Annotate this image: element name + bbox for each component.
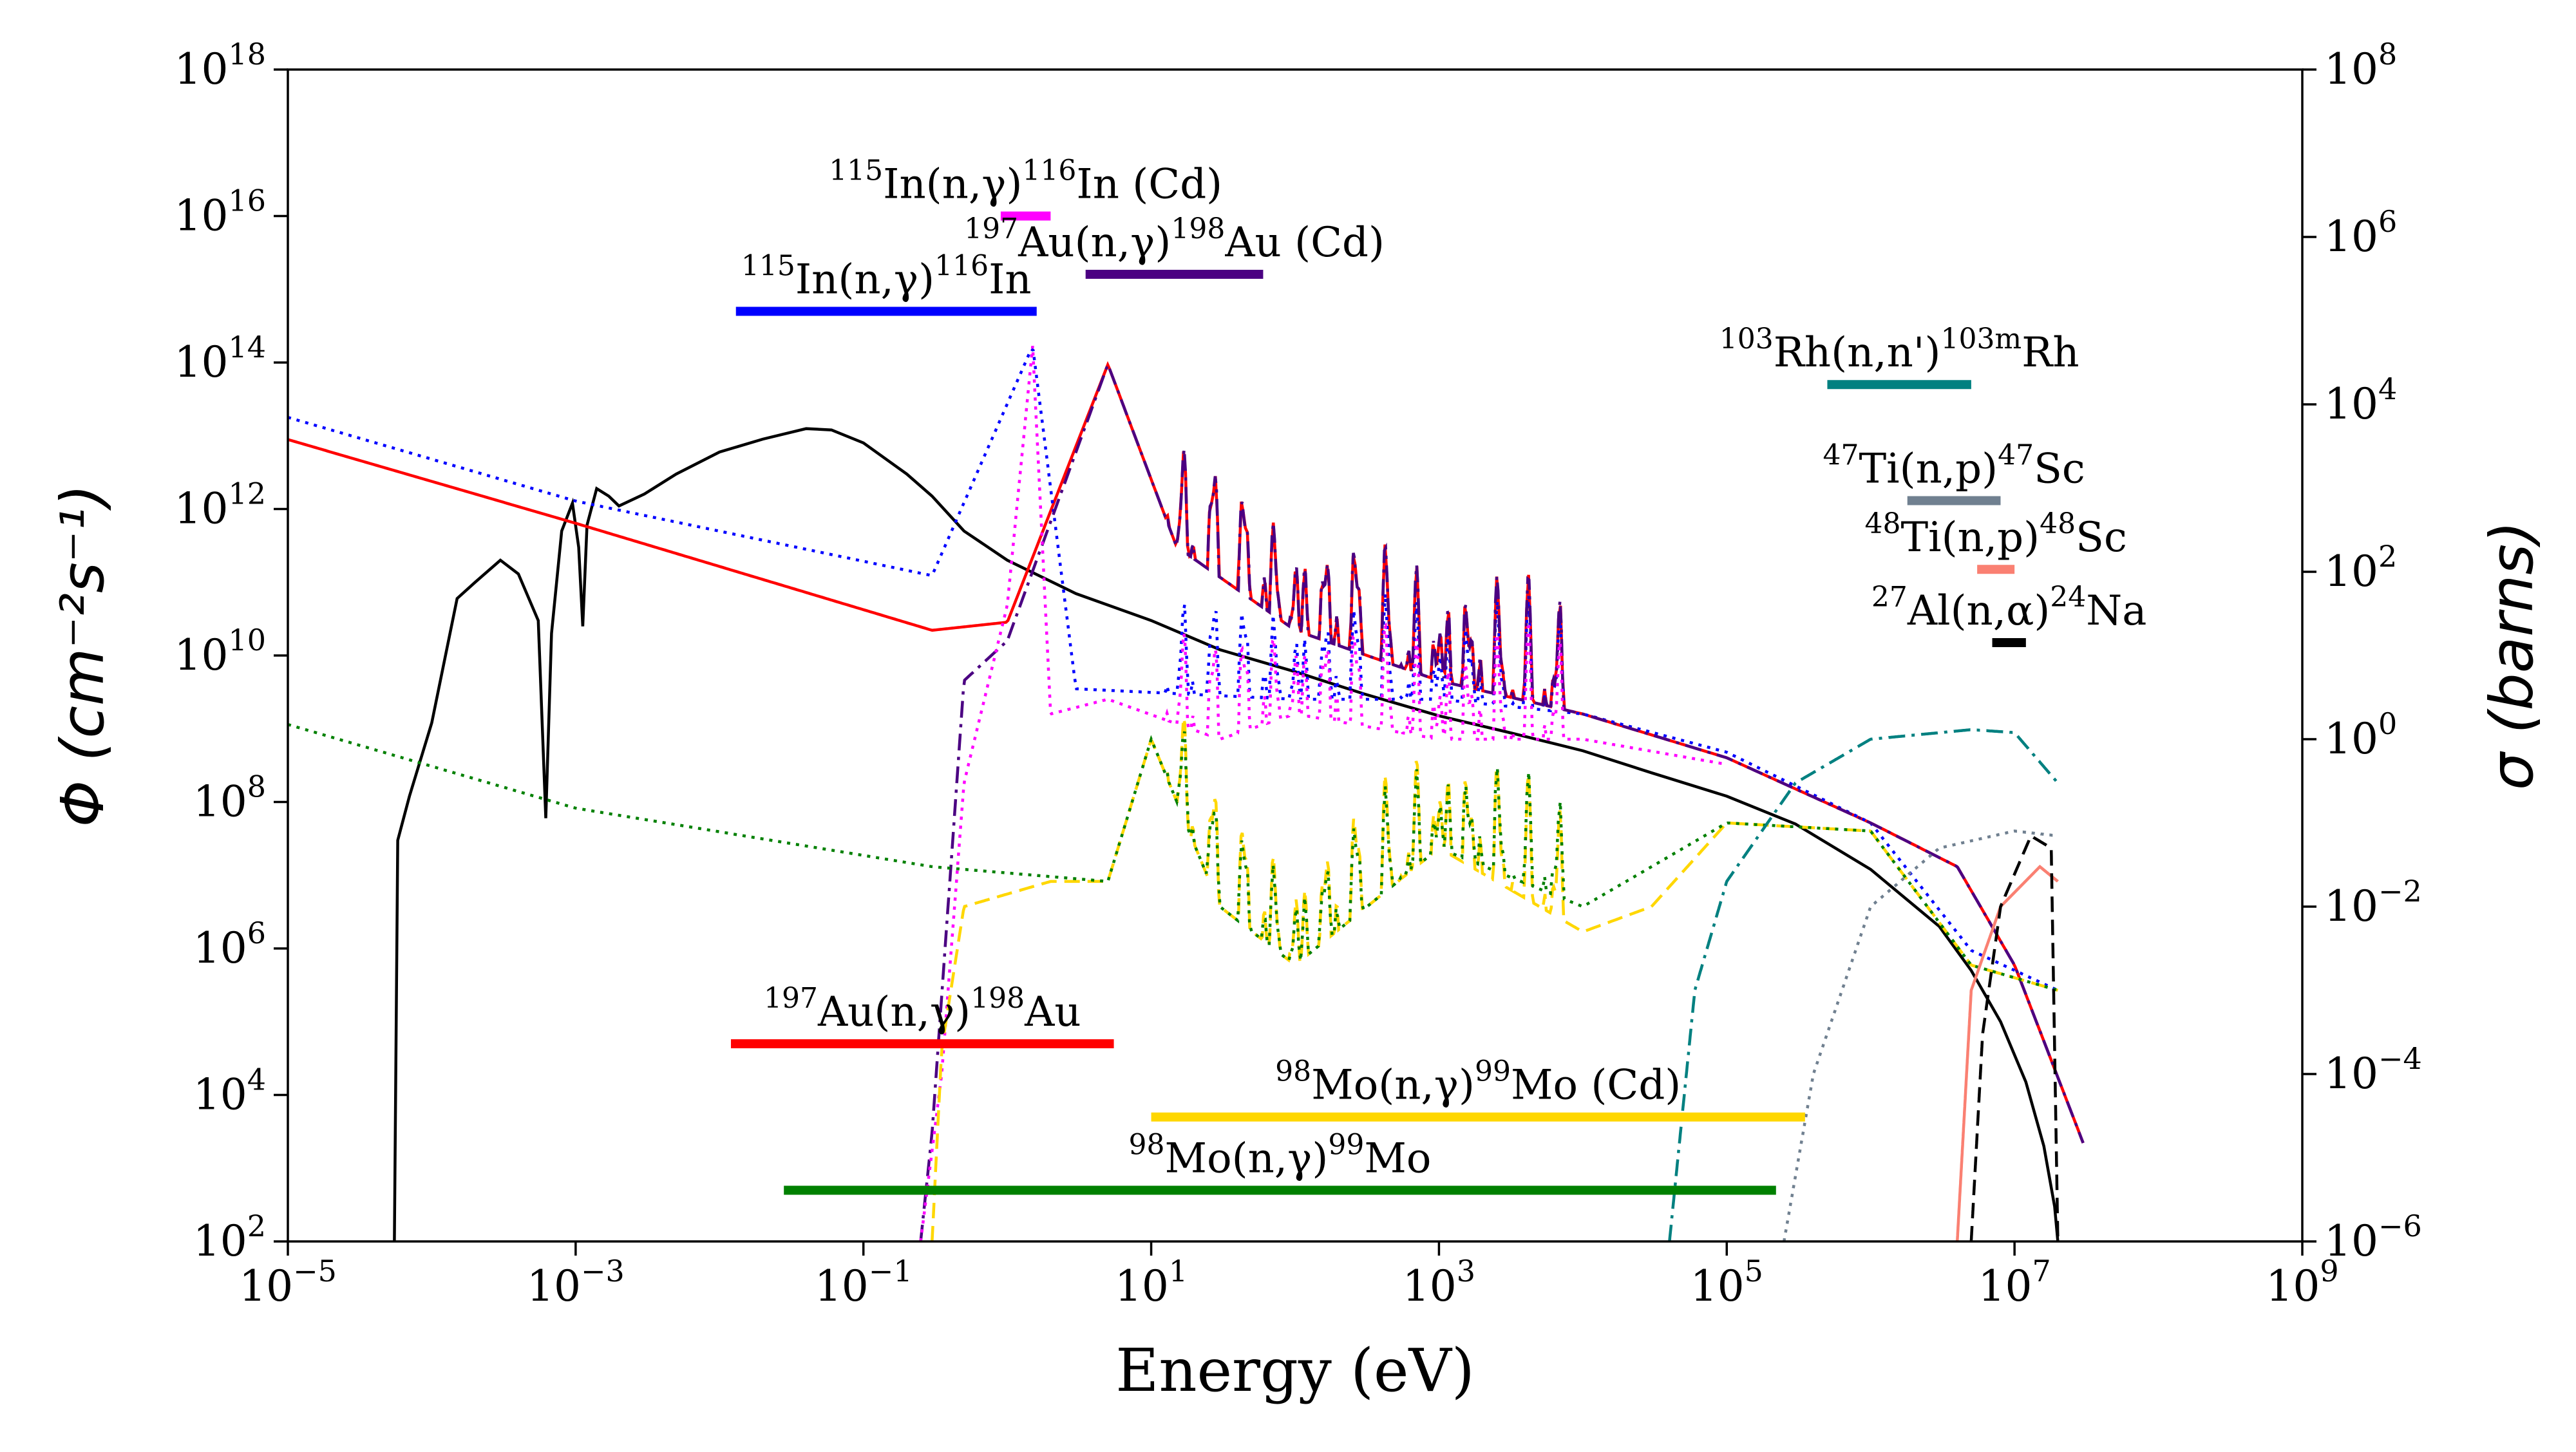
cross-section-line-7 bbox=[1668, 728, 2060, 1241]
left-y-tick-label-2: 104 bbox=[193, 1062, 266, 1120]
x-tick-label-2: 10−3 bbox=[527, 1254, 625, 1311]
x-tick-label-1: 10−5 bbox=[239, 1254, 337, 1311]
right-y-tick-label-1: 10−6 bbox=[2324, 1209, 2422, 1266]
left-y-tick-label-1: 102 bbox=[193, 1209, 266, 1266]
energy-range-label-5: 47Ti(n,p)47Sc bbox=[1823, 439, 2085, 493]
right-y-tick-label-7: 106 bbox=[2324, 204, 2397, 261]
energy-range-label-10: 98Mo(n,γ)99Mo bbox=[1129, 1128, 1432, 1182]
cross-section-line-3 bbox=[919, 361, 2085, 1241]
energy-range-label-3: 115In(n,γ)116In bbox=[741, 249, 1032, 303]
series-layer bbox=[288, 346, 2085, 1241]
left-y-tick-label-6: 1012 bbox=[174, 476, 266, 534]
left-y-tick-label-4: 108 bbox=[193, 769, 266, 827]
energy-range-label-2: 197Au(n,γ)198Au (Cd) bbox=[964, 212, 1385, 267]
axis-layer: 10−5 10−3 10−1 101 103 105 107 109 102 104 106 108 1… bbox=[174, 37, 2421, 1311]
x-tick-label-7: 107 bbox=[1978, 1254, 2051, 1311]
flux-spectrum-line bbox=[393, 427, 2060, 1241]
left-y-axis-label: Φ (cm⁻²s⁻¹) bbox=[48, 484, 117, 827]
right-y-tick-label-4: 100 bbox=[2324, 706, 2397, 764]
x-tick-label-6: 105 bbox=[1690, 1254, 1763, 1311]
cross-section-line-2 bbox=[288, 346, 2059, 992]
right-y-tick-label-6: 104 bbox=[2324, 372, 2397, 429]
energy-range-layer: 115In(n,γ)116In (Cd)197Au(n,γ)198Au (Cd)… bbox=[730, 155, 2147, 1195]
left-y-tick-label-7: 1014 bbox=[174, 330, 266, 387]
right-y-axis-label: σ (barns) bbox=[2477, 521, 2546, 790]
x-tick-label-8: 109 bbox=[2266, 1254, 2338, 1311]
x-tick-label-3: 10−1 bbox=[815, 1254, 913, 1311]
left-y-tick-label-8: 1016 bbox=[174, 184, 266, 241]
right-y-tick-label-3: 10−2 bbox=[2324, 874, 2422, 931]
left-y-tick-label-9: 1018 bbox=[174, 37, 266, 94]
cross-section-line-5 bbox=[931, 717, 2059, 1241]
cross-section-line-10 bbox=[1969, 834, 2060, 1241]
x-tick-label-4: 101 bbox=[1115, 1254, 1188, 1311]
energy-range-label-7: 27Al(n,α)24Na bbox=[1871, 581, 2147, 635]
cross-section-line-8 bbox=[1782, 829, 2058, 1241]
cross-section-line-9 bbox=[1955, 864, 2059, 1241]
energy-range-label-1: 115In(n,γ)116In (Cd) bbox=[829, 155, 1222, 209]
left-y-tick-label-5: 1010 bbox=[174, 623, 266, 680]
right-y-tick-label-5: 102 bbox=[2324, 539, 2397, 596]
right-y-tick-label-2: 10−4 bbox=[2324, 1041, 2422, 1098]
energy-range-label-9: 98Mo(n,γ)99Mo (Cd) bbox=[1275, 1055, 1681, 1109]
x-axis-label: Energy (eV) bbox=[1115, 1336, 1475, 1405]
energy-range-label-4: 103Rh(n,n')103mRh bbox=[1719, 323, 2079, 377]
right-y-tick-label-8: 108 bbox=[2324, 37, 2397, 94]
x-tick-label-5: 103 bbox=[1403, 1254, 1475, 1311]
left-y-tick-label-3: 106 bbox=[193, 916, 266, 973]
energy-range-label-6: 48Ti(n,p)48Sc bbox=[1864, 507, 2126, 561]
energy-range-label-8: 197Au(n,γ)198Au bbox=[764, 982, 1081, 1036]
cross-section-line-6 bbox=[288, 722, 2059, 992]
